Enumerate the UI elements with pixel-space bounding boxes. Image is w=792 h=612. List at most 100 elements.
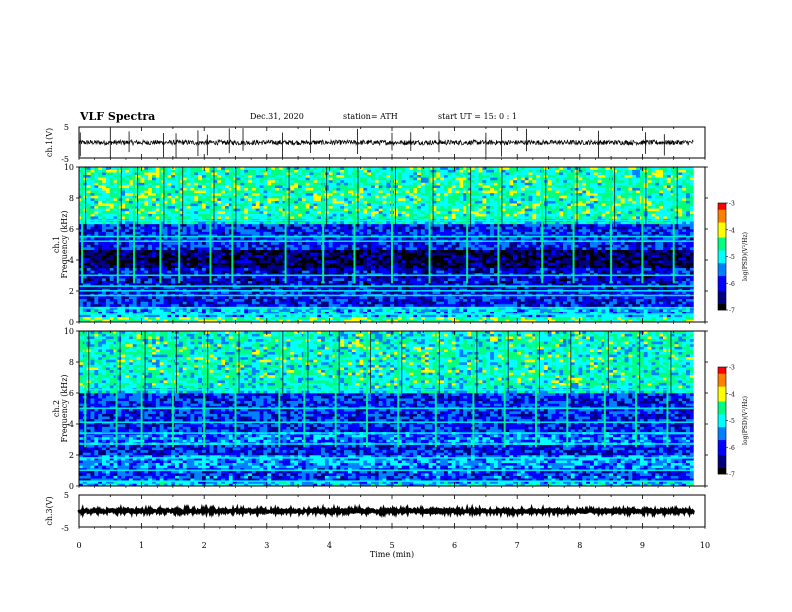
ch1-spectrogram-colorbar-tick: -7	[729, 308, 735, 315]
ch2-spectrogram-tone-line	[79, 421, 694, 423]
ch2-spectrogram-burst	[141, 331, 143, 447]
ch2-spectrogram-burst	[84, 331, 86, 447]
ch2-spectrogram-gap	[176, 331, 177, 393]
ch1-spectrogram-tone-line	[79, 295, 694, 297]
ch2-spectrogram-gap	[476, 331, 477, 393]
ch2-spectrogram-colorbar-tick: -5	[729, 418, 735, 425]
ch2-spectrogram-colorbar-label: log(PSD)(V²/Hz)	[742, 396, 749, 445]
ch2-spectrogram-tone-line	[79, 480, 694, 482]
ch1-spectrogram-burst	[178, 167, 180, 283]
ch1-spectrogram-gap	[326, 167, 327, 229]
ch2-spectrogram-colorbar-tick: -7	[729, 472, 735, 479]
ch1-spectrogram-burst	[466, 167, 468, 283]
ch1-spectrogram-gap	[235, 167, 236, 229]
ch2-spectrogram-gap	[570, 331, 571, 393]
x-tick-label: 2	[202, 541, 207, 550]
ch1-spectrogram-gap	[545, 167, 546, 229]
ch1-spectrogram-gap	[577, 167, 578, 229]
ch2-spectrogram-burst	[666, 331, 668, 447]
ch2-spectrogram-ytick: 2	[69, 451, 74, 460]
ch1-spectrogram-colorbar-tick: -6	[729, 281, 735, 288]
x-tick-label: 9	[640, 541, 645, 550]
ch2-spectrogram-burst	[278, 331, 280, 447]
ch1-spectrogram-tone-line	[79, 285, 694, 287]
ch1-spectrogram-gap	[614, 167, 615, 229]
ch2-spectrogram-ytick: 4	[69, 420, 74, 429]
ch1-spectrogram-gap	[121, 167, 122, 229]
ch1-spectrogram-burst	[285, 167, 287, 283]
x-tick-label: 6	[452, 541, 457, 550]
ch1-spectrogram-burst	[209, 167, 211, 283]
ch3-waveform-ytick: -5	[61, 524, 69, 533]
ch2-spectrogram-burst	[366, 331, 368, 447]
ch2-spectrogram-burst	[335, 331, 337, 447]
ch1-spectrogram-burst	[353, 167, 355, 283]
ch2-spectrogram-gap	[120, 331, 121, 393]
x-tick-label: 4	[327, 541, 332, 550]
ch1-spectrogram-colorbar-tick: -3	[729, 201, 735, 208]
ch2-spectrogram-burst	[566, 331, 568, 447]
ch1-spectrogram-gap	[182, 167, 183, 229]
ch1-spectrogram-gap	[163, 167, 164, 229]
ch1-spectrogram-gap	[470, 167, 471, 229]
ch2-spectrogram-burst	[435, 331, 437, 447]
ch2-spectrogram-gap	[339, 331, 340, 393]
ch2-spectrogram-gap	[307, 331, 308, 393]
figure-canvas: 5-5ch.1(V)0246810ch.1 Frequency (kHz)-3-4…	[0, 0, 792, 612]
ch2-spectrogram-burst	[604, 331, 606, 447]
ch1-spectrogram-burst	[117, 167, 119, 283]
ch1-spectrogram-ytick: 10	[64, 163, 74, 172]
ch2-spectrogram-gap	[88, 331, 89, 393]
ch3-waveform-ylabel: ch.3(V)	[45, 496, 54, 525]
ch1-spectrogram-gap	[645, 167, 646, 229]
ch2-spectrogram-burst	[303, 331, 305, 447]
ch1-spectrogram-gap	[395, 167, 396, 229]
ch2-spectrogram-burst	[116, 331, 118, 447]
ch2-spectrogram-gap	[207, 331, 208, 393]
ch2-spectrogram-ytick: 8	[69, 358, 74, 367]
ch1-spectrogram-gap	[289, 167, 290, 229]
ch1-spectrogram-burst	[231, 167, 233, 283]
x-tick-label: 5	[389, 541, 394, 550]
ch2-spectrogram-gap	[608, 331, 609, 393]
ch2-spectrogram-ytick: 6	[69, 389, 74, 398]
ch2-spectrogram-burst	[203, 331, 205, 447]
ch3-waveform-ytick: 5	[64, 491, 69, 500]
ch1-spectrogram-ytick: 4	[69, 256, 74, 265]
ch1-spectrogram-ytick: 8	[69, 194, 74, 203]
ch2-spectrogram-gap	[145, 331, 146, 393]
x-tick-label: 1	[139, 541, 144, 550]
ch1-spectrogram-gap	[501, 167, 502, 229]
ch1-spectrogram-tone-line	[79, 275, 694, 277]
ch2-spectrogram-burst	[535, 331, 537, 447]
ch2-spectrogram-gap	[282, 331, 283, 393]
ch2-spectrogram-burst	[235, 331, 237, 447]
ch2-spectrogram-burst	[635, 331, 637, 447]
ch3-waveform-panel: 5 -5 ch.3(V)	[45, 491, 705, 533]
ch1-spectrogram-tone-line	[79, 290, 694, 292]
ch2-spectrogram-ylabel: Frequency (kHz)	[60, 374, 69, 442]
ch1-spectrogram-gap	[433, 167, 434, 229]
ch2-spectrogram-ytick: 10	[64, 327, 74, 336]
vlf-spectra-figure: VLF Spectra Dec.31, 2020 station= ATH st…	[0, 0, 792, 612]
ch2-spectrogram-gap	[439, 331, 440, 393]
x-tick-label: 0	[76, 541, 81, 550]
ch1-spectrogram-burst	[322, 167, 324, 283]
ch1-spectrogram-ytick: 0	[69, 318, 74, 327]
ch1-spectrogram-tone-line	[79, 236, 694, 238]
ch2-spectrogram-colorbar-tick: -6	[729, 445, 735, 452]
ch1-spectrogram-tone-line	[79, 240, 694, 242]
ch1-spectrogram-ytick: 2	[69, 287, 74, 296]
ch1-waveform-ytick: 5	[64, 123, 69, 132]
ch1-spectrogram-burst	[497, 167, 499, 283]
ch1-spectrogram-burst	[81, 167, 83, 283]
ch1-spectrogram-colorbar-tick: -5	[729, 254, 735, 261]
ch1-spectrogram-burst	[541, 167, 543, 283]
ch1-spectrogram-burst	[573, 167, 575, 283]
ch1-spectrogram-burst	[610, 167, 612, 283]
ch1-spectrogram-gap	[677, 167, 678, 229]
ch2-spectrogram-gap	[508, 331, 509, 393]
ch2-spectrogram-tone-line	[79, 470, 694, 472]
